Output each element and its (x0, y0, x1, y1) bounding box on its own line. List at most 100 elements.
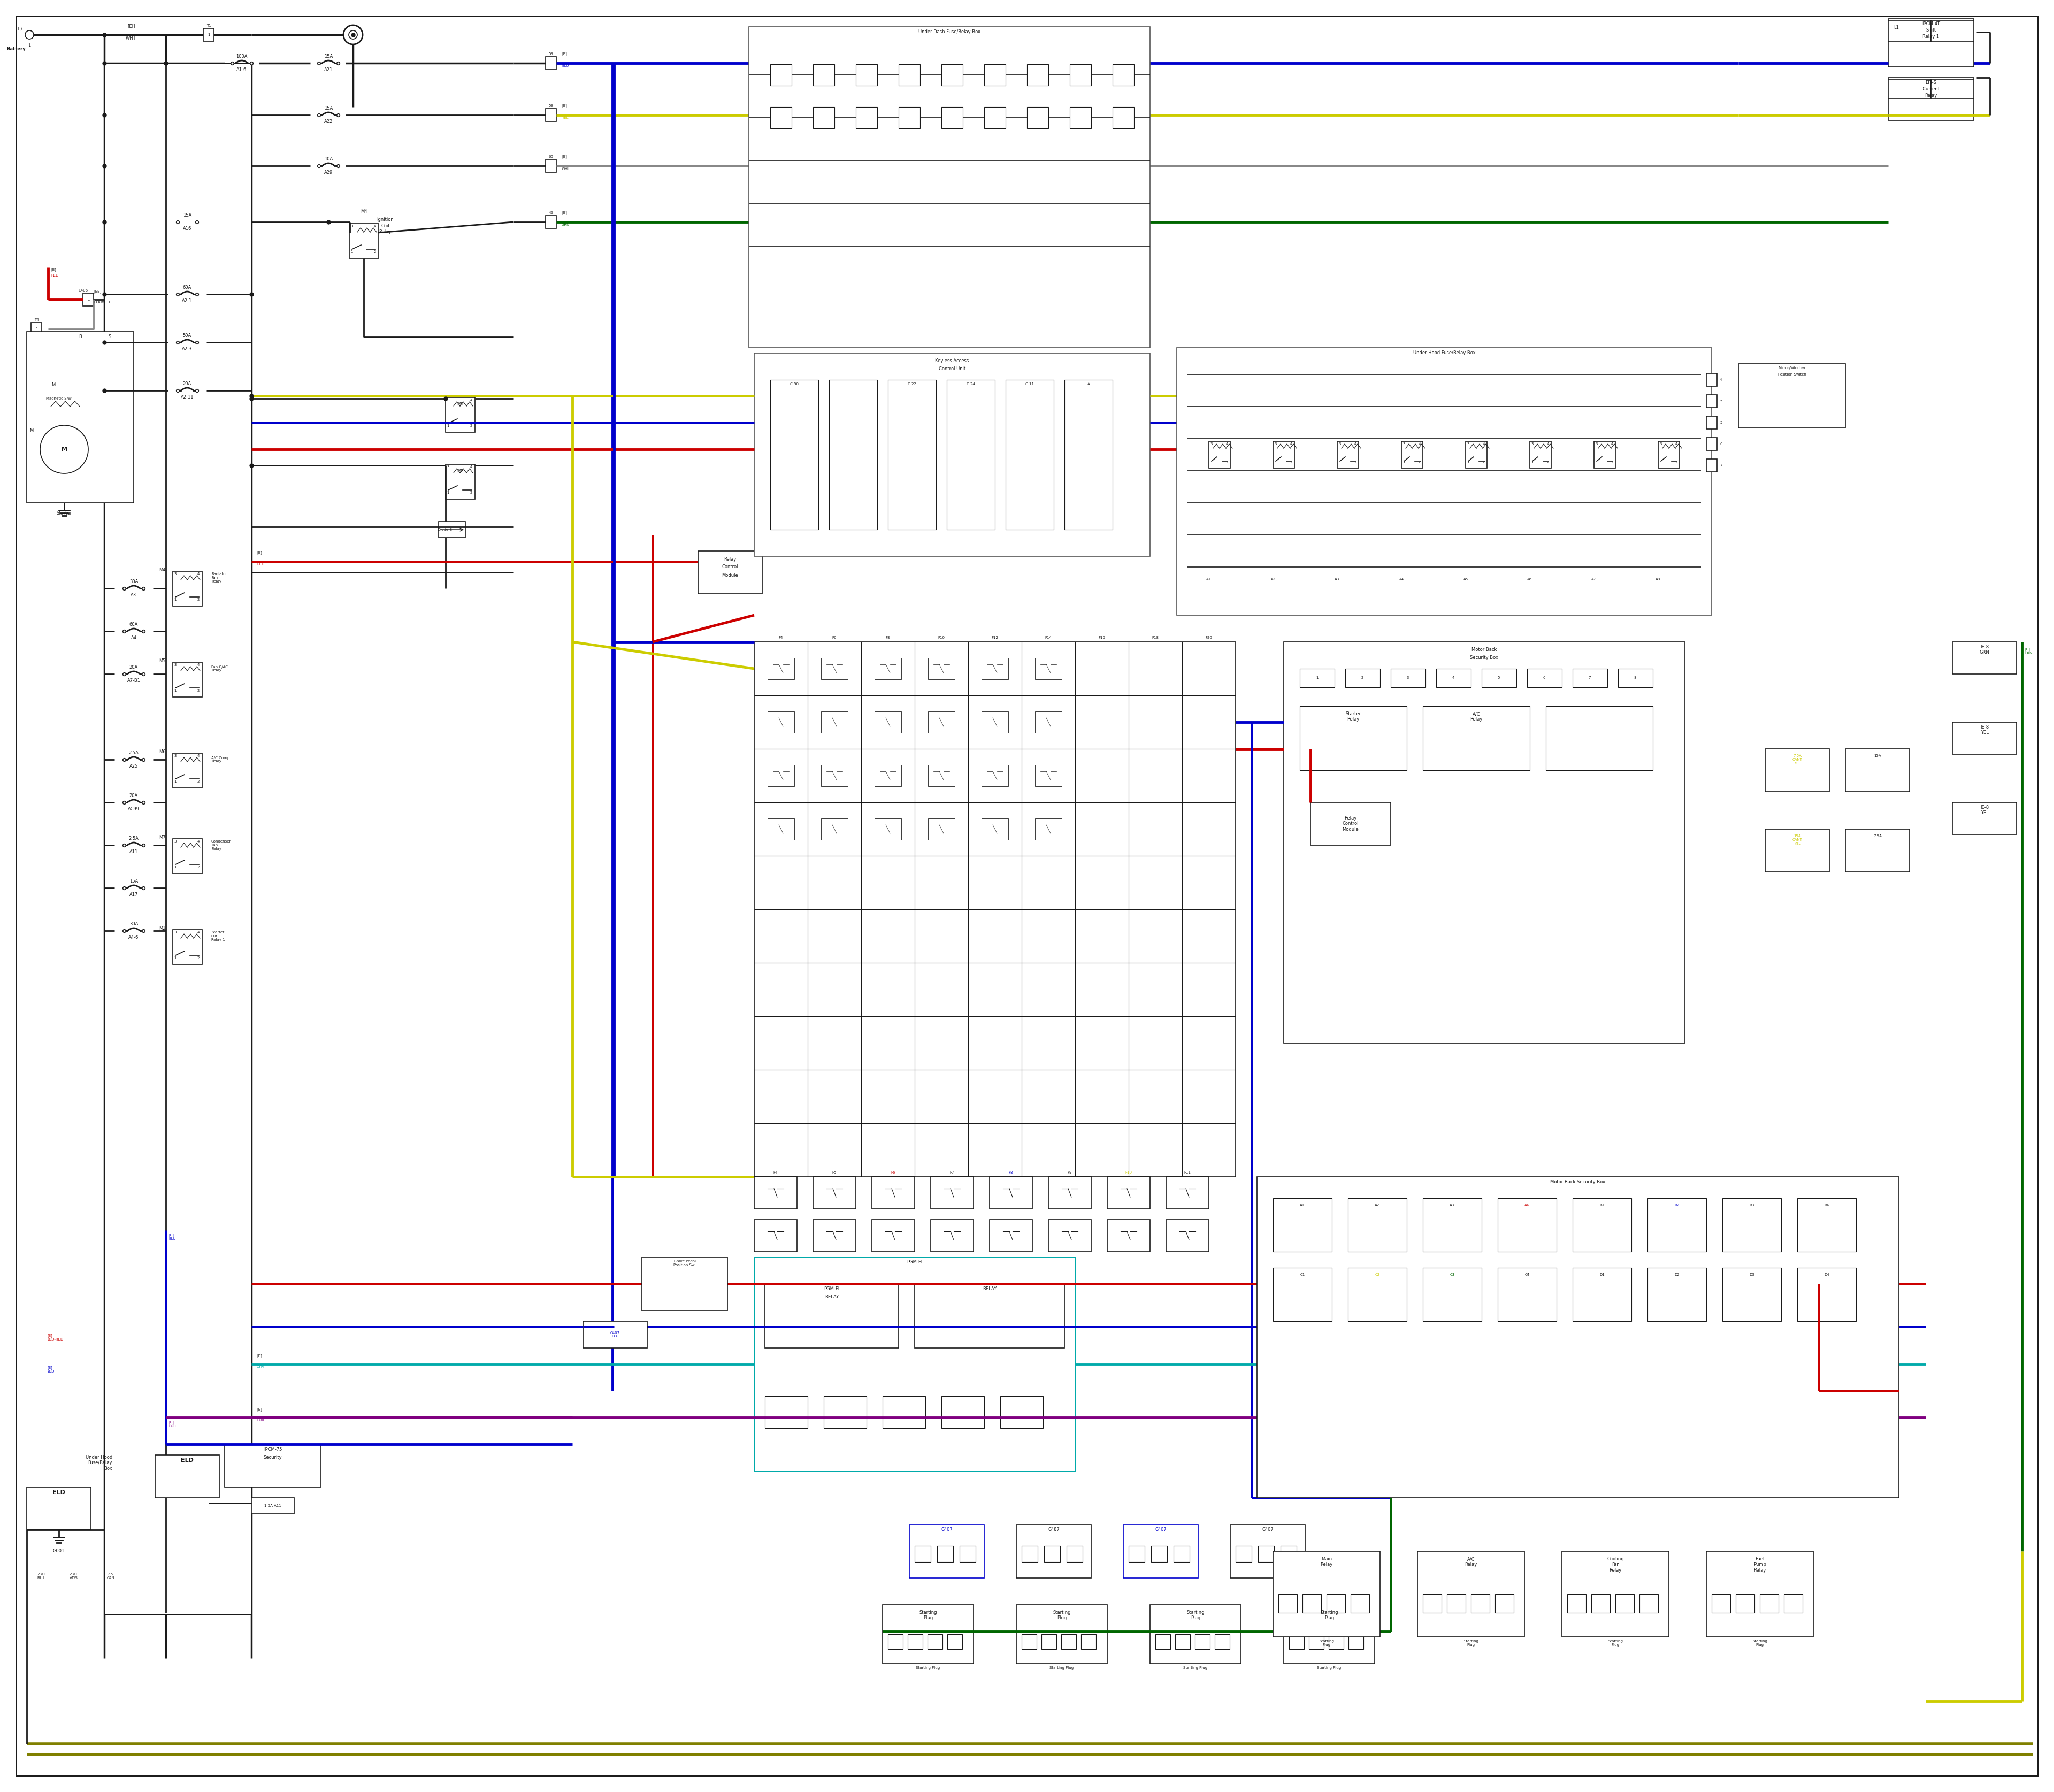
Text: Shift: Shift (1927, 29, 1937, 32)
Text: F14: F14 (1045, 636, 1052, 640)
Text: 4: 4 (197, 930, 199, 934)
Bar (1707, 1552, 1814, 1636)
Bar (1797, 1267, 1857, 1321)
Bar (1349, 1634, 1364, 1649)
Text: 1: 1 (1660, 461, 1662, 464)
Text: 15A
CANT
YEL: 15A CANT YEL (1793, 835, 1801, 846)
Text: A3: A3 (1450, 1204, 1454, 1206)
Bar (1064, 380, 1113, 530)
Text: Starting
Plug: Starting Plug (1321, 1611, 1337, 1620)
Bar (822, 658, 848, 679)
Text: 1: 1 (175, 688, 177, 692)
Text: 4: 4 (197, 572, 199, 575)
Bar (768, 711, 795, 733)
Bar (1154, 1634, 1171, 1649)
Text: 2B/1
BL L: 2B/1 BL L (37, 1573, 45, 1579)
Text: [E]: [E] (561, 104, 567, 108)
Text: 15A: 15A (325, 54, 333, 59)
Bar (1048, 1177, 1091, 1210)
Text: Starting
Plug: Starting Plug (1319, 1640, 1333, 1647)
Text: 4: 4 (1719, 378, 1721, 382)
Text: C407: C407 (1261, 1527, 1273, 1532)
Text: M8: M8 (456, 468, 464, 473)
Text: [E]: [E] (561, 211, 567, 215)
Text: Motor Back: Motor Back (1471, 647, 1497, 652)
Bar (1467, 441, 1487, 468)
Bar (1124, 1525, 1197, 1579)
Bar (910, 1525, 984, 1579)
Text: B1: B1 (1600, 1204, 1604, 1206)
Bar (1423, 706, 1530, 771)
Bar (1066, 1546, 1082, 1563)
Text: AC99: AC99 (127, 806, 140, 812)
Bar (900, 108, 920, 129)
Bar (1043, 1546, 1060, 1563)
Text: A4: A4 (131, 636, 138, 640)
Text: [E]
PUR: [E] PUR (168, 1421, 177, 1428)
Text: Starting
Plug: Starting Plug (1465, 1640, 1479, 1647)
Bar (1592, 1595, 1610, 1613)
Bar (937, 1546, 953, 1563)
Text: 3: 3 (1210, 443, 1212, 446)
Bar (1035, 711, 1062, 733)
Text: T1: T1 (205, 23, 212, 27)
Text: A29: A29 (325, 170, 333, 176)
Text: G001: G001 (53, 1548, 66, 1554)
Bar (1337, 441, 1358, 468)
Text: M2: M2 (158, 926, 166, 930)
Text: RED: RED (257, 563, 265, 566)
Bar (947, 1634, 961, 1649)
Text: A25: A25 (129, 763, 138, 769)
Bar (875, 711, 902, 733)
Bar (754, 353, 1150, 556)
Text: 59: 59 (548, 52, 553, 56)
Text: D3: D3 (1750, 1272, 1754, 1276)
Bar (1175, 1634, 1189, 1649)
Bar (1347, 1199, 1407, 1253)
Bar (1707, 394, 1717, 407)
Text: C 90: C 90 (791, 382, 799, 385)
Bar (1210, 441, 1230, 468)
Text: 2.5A: 2.5A (129, 751, 140, 754)
Text: A17: A17 (129, 892, 138, 898)
Bar (105, 63, 251, 1615)
Bar (1446, 1595, 1467, 1613)
Text: A7-B1: A7-B1 (127, 679, 140, 683)
Text: A/C Comp
Relay: A/C Comp Relay (212, 756, 230, 763)
Text: 2: 2 (1610, 461, 1614, 464)
Bar (173, 572, 201, 606)
Text: C 22: C 22 (908, 382, 916, 385)
Bar (1707, 373, 1717, 387)
Bar (1764, 749, 1830, 792)
Text: [E]
BLU: [E] BLU (168, 1233, 177, 1240)
Bar (1280, 1546, 1296, 1563)
Bar (754, 1177, 797, 1210)
Text: F12: F12 (992, 636, 998, 640)
Text: 1: 1 (175, 599, 177, 602)
Bar (982, 819, 1009, 840)
Bar (822, 711, 848, 733)
Text: 2: 2 (197, 957, 199, 961)
Bar (914, 1283, 1064, 1348)
Bar (1284, 642, 1684, 1043)
Bar (887, 1634, 904, 1649)
Bar (1931, 20, 1974, 41)
Bar (1481, 668, 1516, 688)
Text: 3: 3 (1467, 443, 1469, 446)
Bar (1723, 1267, 1781, 1321)
Bar (1738, 364, 1844, 428)
Text: 1: 1 (35, 328, 37, 330)
Text: Starting Plug: Starting Plug (1317, 1667, 1341, 1670)
Text: 2: 2 (197, 780, 199, 783)
Text: 1: 1 (446, 491, 450, 495)
Text: Battery: Battery (6, 47, 25, 52)
Bar (1423, 1267, 1481, 1321)
Text: 2: 2 (197, 599, 199, 602)
Bar (698, 550, 762, 593)
Bar (1495, 1595, 1514, 1613)
Text: BLK/WHT: BLK/WHT (94, 301, 111, 305)
Bar (156, 1455, 220, 1498)
Bar (1707, 416, 1717, 428)
Bar (770, 380, 817, 530)
Text: 30A: 30A (129, 579, 138, 584)
